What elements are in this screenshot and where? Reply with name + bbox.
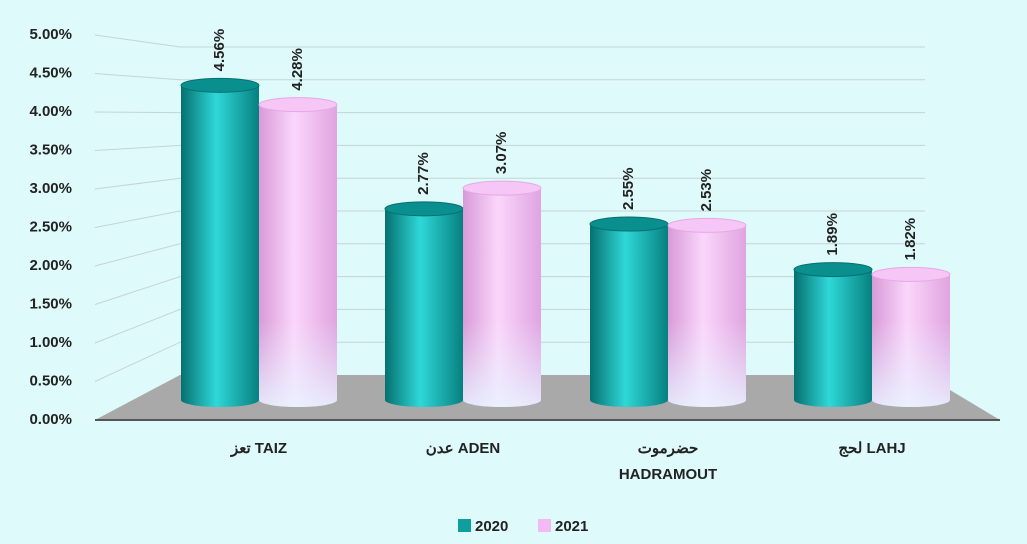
y-tick-label: 4.00%: [29, 103, 72, 120]
data-label: 4.28%: [289, 48, 306, 91]
grid-line: [94, 73, 925, 81]
cylinder-top: [258, 97, 338, 113]
legend-label: 2021: [555, 518, 588, 535]
grid-line: [94, 34, 925, 48]
grid-line: [94, 111, 925, 114]
y-tick-label: 1.00%: [29, 334, 72, 351]
cylinder: [181, 85, 259, 408]
cylinder-top: [180, 77, 260, 93]
data-label: 1.82%: [902, 218, 919, 261]
data-label: 2.55%: [620, 168, 637, 211]
y-tick-label: 2.00%: [29, 257, 72, 274]
cylinder-top: [667, 217, 747, 233]
cylinder: [385, 208, 463, 407]
cylinder-shade: [668, 320, 746, 407]
cylinder: [794, 269, 872, 407]
cylinder-top: [462, 180, 542, 196]
legend-swatch: [458, 519, 471, 532]
y-tick-label: 3.50%: [29, 141, 72, 158]
cylinder-top: [793, 262, 873, 278]
legend-label: 2020: [475, 518, 508, 535]
cylinder: [590, 224, 668, 407]
grid-line: [94, 144, 925, 151]
y-tick-label: 2.50%: [29, 218, 72, 235]
legend-swatch: [538, 519, 551, 532]
y-tick-label: 3.00%: [29, 180, 72, 197]
y-tick-label: 1.50%: [29, 295, 72, 312]
data-label: 3.07%: [493, 132, 510, 175]
cylinder-shade: [872, 320, 950, 407]
cylinder-shade: [259, 320, 337, 407]
data-label: 2.53%: [698, 169, 715, 212]
x-tick-label: تعز TAIZ: [230, 440, 288, 457]
y-tick-label: 5.00%: [29, 26, 72, 43]
data-label: 2.77%: [415, 152, 432, 195]
grid-line: [94, 210, 925, 228]
y-tick-label: 4.50%: [29, 64, 72, 81]
x-tick-label: حضرموت HADRAMOUT: [618, 440, 718, 483]
y-tick-label: 0.00%: [29, 411, 72, 428]
data-label: 1.89%: [824, 213, 841, 256]
cylinder-shade: [463, 320, 541, 407]
cylinder-top: [589, 216, 669, 232]
y-tick-label: 0.50%: [29, 372, 72, 389]
x-tick-label: لحج LAHJ: [838, 440, 906, 457]
x-tick-label: عدن ADEN: [425, 440, 501, 457]
data-label: 4.56%: [211, 29, 228, 72]
cylinder-top: [871, 266, 951, 282]
cylinder-top: [384, 201, 464, 217]
grid-line: [94, 177, 925, 190]
